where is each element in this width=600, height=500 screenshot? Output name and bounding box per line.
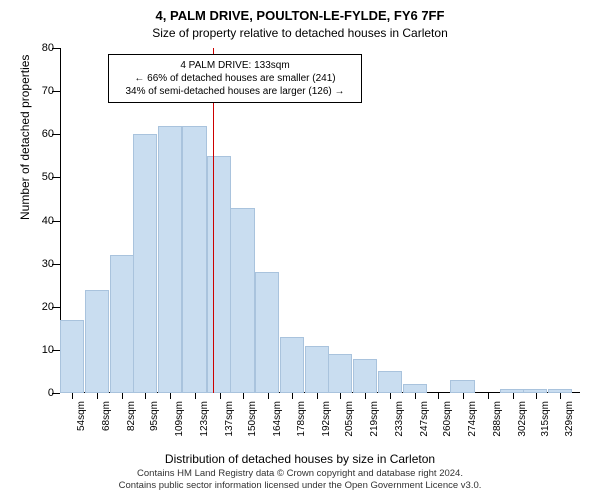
x-tick-label: 82sqm bbox=[126, 401, 137, 431]
y-tick-label: 0 bbox=[24, 387, 54, 399]
x-tick-label: 123sqm bbox=[199, 401, 210, 437]
histogram-bar bbox=[207, 156, 231, 393]
footer-line-1: Contains HM Land Registry data © Crown c… bbox=[0, 468, 600, 480]
x-tick-label: 233sqm bbox=[394, 401, 405, 437]
x-tick-label: 260sqm bbox=[442, 401, 453, 437]
x-tick bbox=[438, 393, 439, 399]
histogram-bar bbox=[450, 380, 474, 393]
x-tick bbox=[97, 393, 98, 399]
histogram-bar bbox=[158, 126, 182, 393]
x-tick bbox=[340, 393, 341, 399]
x-tick-label: 288sqm bbox=[492, 401, 503, 437]
y-tick-label: 40 bbox=[24, 215, 54, 227]
x-tick bbox=[365, 393, 366, 399]
annotation-line-2: ← 66% of detached houses are smaller (24… bbox=[115, 72, 355, 85]
x-tick bbox=[145, 393, 146, 399]
x-tick bbox=[195, 393, 196, 399]
x-tick-label: 164sqm bbox=[272, 401, 283, 437]
x-tick-label: 219sqm bbox=[369, 401, 380, 437]
y-tick-label: 80 bbox=[24, 42, 54, 54]
x-tick-label: 137sqm bbox=[224, 401, 235, 437]
histogram-bar bbox=[403, 384, 427, 393]
annotation-line-1: 4 PALM DRIVE: 133sqm bbox=[115, 59, 355, 72]
histogram-bar bbox=[353, 359, 377, 394]
y-tick-label: 30 bbox=[24, 258, 54, 270]
x-tick bbox=[170, 393, 171, 399]
annotation-box: 4 PALM DRIVE: 133sqm ← 66% of detached h… bbox=[108, 54, 362, 103]
histogram-bar bbox=[378, 371, 402, 393]
x-tick-label: 109sqm bbox=[174, 401, 185, 437]
x-tick bbox=[513, 393, 514, 399]
x-tick bbox=[220, 393, 221, 399]
histogram-bar bbox=[255, 272, 279, 393]
x-tick-label: 192sqm bbox=[321, 401, 332, 437]
x-tick-label: 54sqm bbox=[76, 401, 87, 431]
x-tick-label: 178sqm bbox=[296, 401, 307, 437]
x-tick bbox=[415, 393, 416, 399]
x-tick bbox=[317, 393, 318, 399]
y-tick-label: 10 bbox=[24, 344, 54, 356]
histogram-bar bbox=[85, 290, 109, 394]
footer-attribution: Contains HM Land Registry data © Crown c… bbox=[0, 468, 600, 492]
x-tick bbox=[488, 393, 489, 399]
plot-area: 4 PALM DRIVE: 133sqm ← 66% of detached h… bbox=[60, 48, 580, 393]
x-tick bbox=[72, 393, 73, 399]
histogram-bar bbox=[60, 320, 84, 393]
x-tick bbox=[292, 393, 293, 399]
y-tick-label: 70 bbox=[24, 85, 54, 97]
histogram-bar bbox=[328, 354, 352, 393]
x-tick-label: 68sqm bbox=[101, 401, 112, 431]
y-tick-label: 50 bbox=[24, 171, 54, 183]
x-tick bbox=[463, 393, 464, 399]
x-tick bbox=[390, 393, 391, 399]
x-tick-label: 274sqm bbox=[467, 401, 478, 437]
histogram-bar bbox=[133, 134, 157, 393]
x-tick-label: 95sqm bbox=[149, 401, 160, 431]
histogram-bar bbox=[230, 208, 254, 393]
x-tick bbox=[122, 393, 123, 399]
x-tick bbox=[268, 393, 269, 399]
y-tick-label: 60 bbox=[24, 128, 54, 140]
x-tick-label: 247sqm bbox=[419, 401, 430, 437]
x-tick-label: 302sqm bbox=[517, 401, 528, 437]
annotation-line-3: 34% of semi-detached houses are larger (… bbox=[115, 85, 355, 98]
x-tick-label: 329sqm bbox=[564, 401, 575, 437]
x-axis-label: Distribution of detached houses by size … bbox=[0, 452, 600, 466]
histogram-bar bbox=[182, 126, 206, 393]
histogram-bar bbox=[305, 346, 329, 393]
x-tick-label: 315sqm bbox=[540, 401, 551, 437]
footer-line-2: Contains public sector information licen… bbox=[0, 480, 600, 492]
histogram-bar bbox=[280, 337, 304, 393]
y-tick-label: 20 bbox=[24, 301, 54, 313]
histogram-bar bbox=[110, 255, 134, 393]
x-tick bbox=[536, 393, 537, 399]
x-tick-label: 150sqm bbox=[247, 401, 258, 437]
x-tick bbox=[560, 393, 561, 399]
chart-wrapper: 4, PALM DRIVE, POULTON-LE-FYLDE, FY6 7FF… bbox=[0, 0, 600, 500]
title-sub: Size of property relative to detached ho… bbox=[0, 26, 600, 40]
x-tick-label: 205sqm bbox=[344, 401, 355, 437]
x-tick bbox=[243, 393, 244, 399]
title-main: 4, PALM DRIVE, POULTON-LE-FYLDE, FY6 7FF bbox=[0, 8, 600, 23]
